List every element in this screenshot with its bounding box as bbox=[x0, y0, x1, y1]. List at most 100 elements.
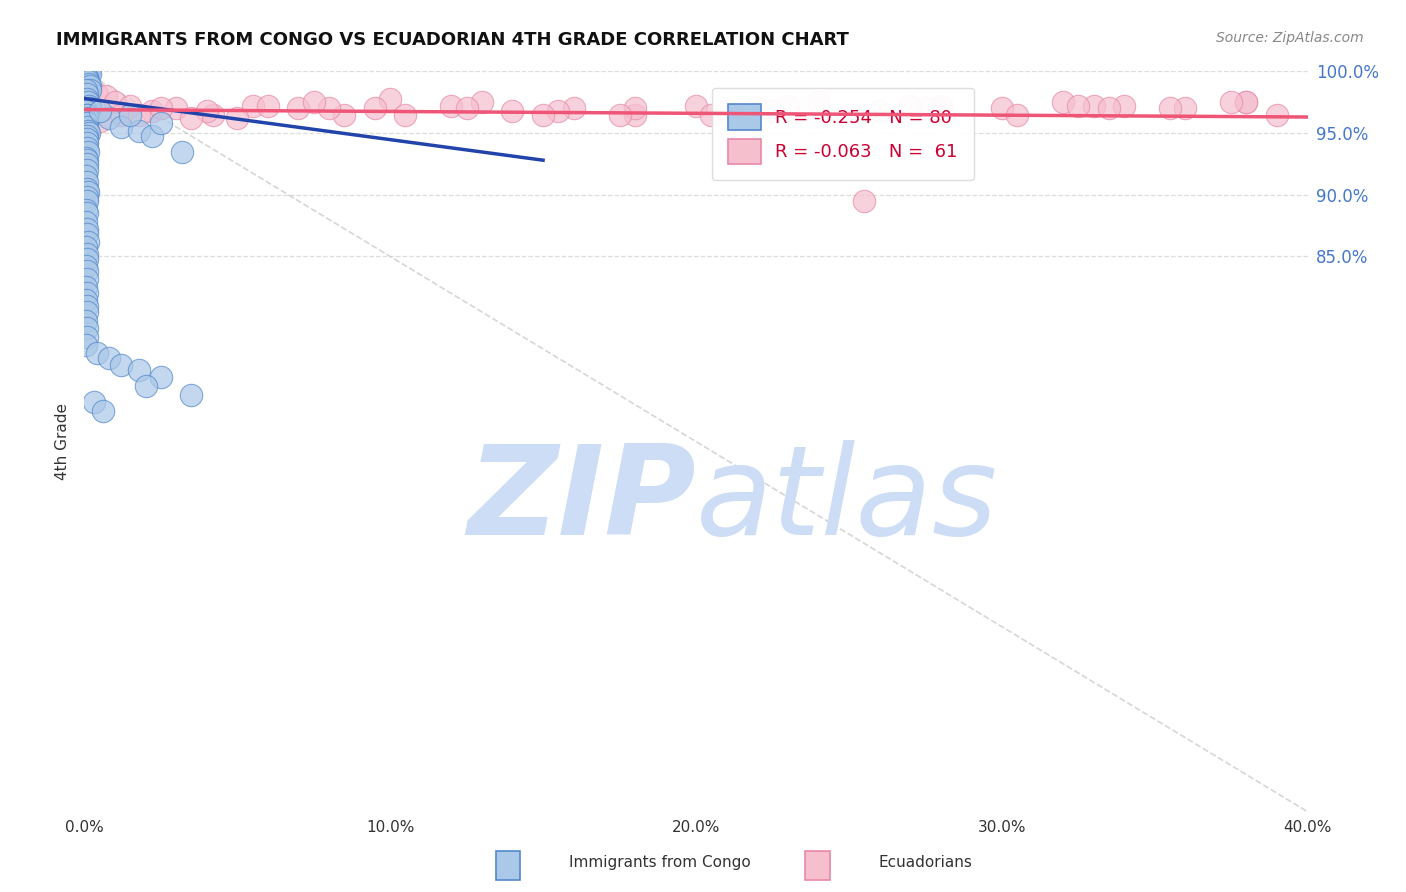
Point bbox=[333, 107, 356, 121]
Point bbox=[394, 107, 416, 121]
Point bbox=[287, 101, 309, 115]
Text: ZIP: ZIP bbox=[467, 441, 696, 561]
Point bbox=[609, 107, 631, 121]
Point bbox=[76, 252, 98, 266]
Point bbox=[76, 91, 98, 105]
Point bbox=[149, 116, 172, 130]
Point bbox=[76, 107, 98, 121]
Point bbox=[75, 169, 97, 184]
Point bbox=[86, 345, 108, 359]
Point bbox=[76, 64, 98, 78]
Point bbox=[76, 190, 98, 204]
Point bbox=[76, 157, 98, 171]
Point bbox=[76, 206, 98, 220]
Point bbox=[75, 64, 97, 78]
Point bbox=[1098, 101, 1121, 115]
Point bbox=[76, 70, 98, 85]
Point bbox=[77, 74, 100, 88]
Point bbox=[135, 379, 157, 393]
Point bbox=[76, 136, 98, 150]
Point bbox=[76, 107, 98, 121]
Point bbox=[76, 329, 98, 343]
Point bbox=[77, 145, 100, 159]
Point bbox=[77, 112, 100, 126]
Point bbox=[75, 202, 97, 217]
Point bbox=[1005, 107, 1028, 121]
Point bbox=[1220, 95, 1243, 110]
Point bbox=[624, 107, 647, 121]
Point bbox=[76, 163, 98, 178]
Point bbox=[685, 99, 707, 113]
Point bbox=[1114, 99, 1136, 113]
Point bbox=[76, 264, 98, 278]
Point bbox=[76, 141, 98, 155]
Point bbox=[318, 101, 340, 115]
FancyBboxPatch shape bbox=[495, 851, 520, 880]
Point bbox=[853, 194, 876, 208]
Point bbox=[75, 83, 97, 97]
Point bbox=[1236, 95, 1258, 110]
Point bbox=[165, 101, 187, 115]
Point bbox=[76, 181, 98, 195]
Point bbox=[76, 194, 98, 208]
Point bbox=[257, 99, 280, 113]
Point bbox=[76, 64, 98, 78]
Point bbox=[242, 99, 264, 113]
Point bbox=[76, 271, 98, 285]
Point bbox=[120, 99, 142, 113]
Point bbox=[79, 83, 101, 97]
Point bbox=[502, 103, 524, 118]
Point bbox=[75, 239, 97, 253]
Point bbox=[76, 286, 98, 301]
Point bbox=[471, 95, 494, 110]
Point bbox=[75, 151, 97, 165]
Point bbox=[1236, 95, 1258, 110]
Point bbox=[1265, 107, 1288, 121]
Point bbox=[1067, 99, 1090, 113]
Point bbox=[75, 103, 97, 118]
Point bbox=[77, 95, 100, 110]
Point bbox=[79, 79, 101, 94]
Point bbox=[624, 101, 647, 115]
Y-axis label: 4th Grade: 4th Grade bbox=[55, 403, 70, 480]
Point bbox=[79, 95, 101, 110]
Point bbox=[914, 101, 936, 115]
Point bbox=[128, 107, 150, 121]
Point bbox=[75, 293, 97, 307]
Text: IMMIGRANTS FROM CONGO VS ECUADORIAN 4TH GRADE CORRELATION CHART: IMMIGRANTS FROM CONGO VS ECUADORIAN 4TH … bbox=[56, 31, 849, 49]
Point bbox=[807, 95, 830, 110]
Point bbox=[1174, 101, 1197, 115]
Legend: R = -0.254   N = 80, R = -0.063   N =  61: R = -0.254 N = 80, R = -0.063 N = 61 bbox=[711, 87, 974, 180]
Point bbox=[562, 101, 585, 115]
Point bbox=[97, 112, 120, 126]
Point bbox=[86, 87, 108, 101]
Point bbox=[120, 107, 142, 121]
Point bbox=[929, 99, 952, 113]
Point bbox=[531, 107, 554, 121]
Point bbox=[110, 107, 132, 121]
Point bbox=[77, 99, 100, 113]
Point bbox=[1052, 95, 1074, 110]
Point bbox=[761, 103, 783, 118]
Point bbox=[75, 313, 97, 327]
FancyBboxPatch shape bbox=[804, 851, 830, 880]
Point bbox=[94, 89, 117, 103]
Point bbox=[76, 222, 98, 236]
Point bbox=[440, 99, 463, 113]
Point bbox=[991, 101, 1014, 115]
Point bbox=[76, 132, 98, 146]
Point bbox=[75, 338, 97, 352]
Point bbox=[172, 145, 194, 159]
Point bbox=[456, 101, 478, 115]
Point bbox=[547, 103, 569, 118]
Point bbox=[76, 120, 98, 134]
Point bbox=[75, 113, 97, 128]
Point bbox=[149, 370, 172, 384]
Point bbox=[75, 280, 97, 294]
Point bbox=[149, 101, 172, 115]
Point bbox=[76, 299, 98, 313]
Point bbox=[76, 321, 98, 335]
Point bbox=[77, 186, 100, 200]
Point bbox=[91, 403, 114, 417]
Point bbox=[700, 107, 723, 121]
